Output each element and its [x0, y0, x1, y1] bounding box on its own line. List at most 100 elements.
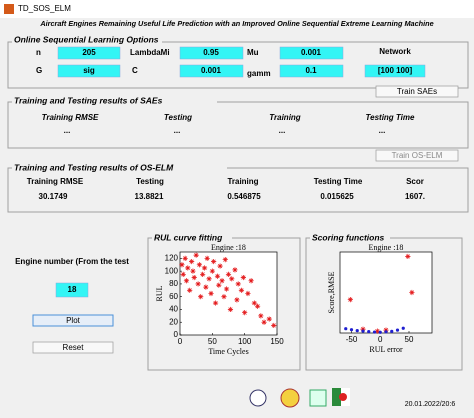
column-header: Training RMSE — [42, 113, 99, 122]
input-value[interactable]: 18 — [68, 285, 77, 294]
data-point — [383, 327, 389, 333]
y-axis-label: Score,RMSE — [327, 271, 336, 313]
data-point — [209, 268, 215, 274]
input[interactable] — [57, 64, 121, 78]
plot-button[interactable] — [32, 314, 114, 327]
data-point — [235, 281, 241, 287]
data-point — [361, 329, 365, 333]
y-tick-label: 60 — [169, 292, 178, 301]
data-point — [198, 294, 204, 300]
data-point — [238, 287, 245, 293]
data-point — [191, 274, 197, 281]
data-point — [248, 278, 254, 284]
y-tick-label: 120 — [165, 253, 179, 262]
data-point — [374, 328, 380, 334]
panel-title: Online Sequential Learning Options — [14, 34, 159, 44]
x-tick-label: 100 — [238, 337, 252, 346]
data-point — [261, 319, 267, 325]
logo — [280, 388, 300, 408]
app-icon — [4, 4, 14, 14]
column-header: Training — [227, 177, 258, 186]
field-label: gamm — [247, 69, 271, 78]
input-value[interactable]: 0.95 — [203, 48, 219, 57]
data-point — [258, 313, 264, 319]
engine-input[interactable] — [55, 282, 89, 298]
result-value: 0.015625 — [320, 192, 354, 201]
x-tick-label: 50 — [208, 337, 217, 346]
button-label[interactable]: Plot — [66, 316, 81, 325]
data-point — [225, 271, 232, 277]
title-bar — [0, 0, 474, 18]
input-value[interactable]: 0.001 — [301, 48, 322, 57]
y-tick-label: 20 — [169, 317, 178, 326]
y-axis-label: RUL — [155, 285, 164, 301]
data-point — [390, 329, 394, 333]
data-point — [200, 271, 206, 277]
train-saes-button[interactable] — [375, 85, 459, 98]
input[interactable] — [364, 64, 426, 78]
column-header: Training RMSE — [27, 177, 84, 186]
data-point — [223, 286, 230, 292]
data-point — [189, 258, 195, 265]
data-point — [360, 326, 366, 332]
input-value[interactable]: sig — [83, 66, 95, 75]
field-label: G — [36, 66, 42, 75]
input[interactable] — [179, 46, 244, 60]
data-point — [384, 330, 388, 334]
train-oselm-button[interactable] — [375, 149, 459, 162]
input-value[interactable]: 0.001 — [201, 66, 222, 75]
input-value[interactable]: [100 100] — [378, 66, 413, 75]
logo — [249, 389, 267, 407]
button-label[interactable]: Reset — [63, 343, 85, 352]
data-point — [255, 303, 261, 309]
y-tick-label: 40 — [169, 305, 178, 314]
y-tick-label: 100 — [165, 266, 179, 275]
header-title: Aircraft Engines Remaining Useful Life P… — [39, 19, 433, 28]
field-label: n — [36, 48, 41, 57]
input[interactable] — [279, 64, 344, 78]
data-point — [204, 255, 210, 261]
result-value: ... — [64, 126, 71, 135]
data-point — [208, 290, 214, 297]
field-label: Mu — [247, 48, 259, 57]
data-point — [182, 255, 188, 261]
input-value[interactable]: 205 — [82, 48, 96, 57]
data-point — [179, 262, 185, 268]
data-point — [201, 265, 208, 271]
result-value: 0.546875 — [227, 192, 261, 201]
button-label[interactable]: Train OS-ELM — [392, 151, 443, 160]
data-point — [372, 330, 377, 334]
data-point — [242, 310, 248, 316]
data-point — [271, 322, 277, 329]
data-point — [190, 268, 196, 274]
data-point — [405, 253, 411, 260]
result-value: 1607. — [405, 192, 425, 201]
reset-button[interactable] — [32, 341, 114, 354]
input[interactable] — [57, 46, 121, 60]
x-tick-label: 50 — [405, 335, 414, 344]
field-label: LambdaMi — [130, 48, 170, 57]
data-point — [232, 267, 238, 273]
column-header: Testing — [136, 177, 164, 186]
data-point — [217, 263, 223, 269]
input[interactable] — [279, 46, 344, 60]
data-point — [206, 276, 212, 282]
y-tick-label: 0 — [174, 330, 179, 339]
column-header: Testing — [164, 113, 192, 122]
data-point — [401, 326, 405, 330]
panel-title: Scoring functions — [312, 232, 385, 242]
data-point — [222, 257, 228, 263]
data-point — [219, 278, 225, 284]
data-point — [355, 329, 359, 333]
window-title: TD_SOS_ELM — [18, 4, 71, 13]
column-header: Testing Time — [366, 113, 415, 122]
x-tick-label: -50 — [346, 335, 358, 344]
data-point — [216, 282, 222, 288]
data-point — [183, 278, 190, 284]
input-value[interactable]: 0.1 — [305, 66, 317, 75]
data-point — [378, 330, 382, 334]
engine-label: Engine number (From the test — [15, 257, 129, 266]
column-header: Scor — [406, 177, 424, 186]
button-label[interactable]: Train SAEs — [397, 87, 437, 96]
input[interactable] — [179, 64, 244, 78]
